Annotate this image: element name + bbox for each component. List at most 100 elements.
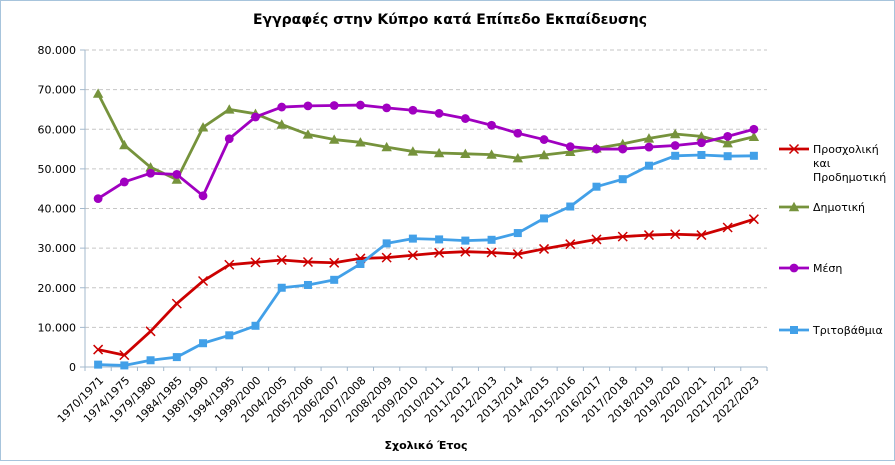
x-marker <box>434 247 445 258</box>
legend-item-0: Προσχολική και Προδημοτική <box>779 143 886 184</box>
triangle-marker <box>433 147 445 158</box>
square-marker <box>461 236 470 245</box>
square-marker <box>225 331 234 340</box>
circle-marker <box>789 263 799 273</box>
square-marker <box>277 283 286 292</box>
square-marker <box>382 239 391 248</box>
square-marker <box>513 229 522 238</box>
triangle-marker <box>538 149 550 160</box>
circle-marker <box>93 194 103 203</box>
y-axis-tick-label: 30.000 <box>38 242 77 255</box>
x-marker <box>381 252 392 263</box>
square-marker <box>251 321 260 330</box>
triangle-marker <box>407 146 419 156</box>
x-marker <box>539 243 550 254</box>
circle-marker <box>382 103 392 113</box>
circle-marker <box>749 124 759 134</box>
x-marker <box>512 249 523 260</box>
circle-marker <box>644 142 654 152</box>
series-group <box>92 88 760 370</box>
square-marker <box>303 280 312 289</box>
x-marker <box>748 214 759 225</box>
triangle-marker <box>486 149 497 159</box>
series-line-1 <box>96 92 755 181</box>
circle-marker <box>224 134 234 144</box>
triangle-marker <box>669 128 681 139</box>
triangle-marker <box>696 131 707 141</box>
x-marker <box>460 246 471 257</box>
square-marker <box>199 339 208 348</box>
square-marker <box>540 214 549 223</box>
y-axis-tick-label: 40.000 <box>38 203 77 216</box>
axes-group <box>80 49 768 371</box>
y-axis-labels-group: 0 10.000 20.000 30.000 40.000 50.000 60.000 70.… <box>38 44 77 374</box>
square-marker <box>618 175 627 184</box>
x-marker <box>171 298 182 309</box>
circle-marker <box>172 170 182 179</box>
x-marker <box>93 344 104 355</box>
x-marker <box>670 229 681 240</box>
chart-title: Εγγραφές στην Κύπρο κατά Επίπεδο Εκπαίδε… <box>253 12 647 28</box>
triangle-marker <box>92 88 104 98</box>
legend-group: Προσχολική και Προδημοτική Δημοτική Μέση Τριτ… <box>779 143 886 337</box>
circle-marker <box>251 112 260 122</box>
triangle-marker <box>276 119 287 129</box>
circle-marker <box>408 105 418 115</box>
y-axis-tick-label: 80.000 <box>38 44 77 57</box>
x-marker <box>119 350 130 361</box>
square-marker <box>671 151 680 160</box>
circle-marker <box>697 138 706 148</box>
triangle-marker <box>145 162 156 172</box>
circle-marker <box>198 191 208 201</box>
x-marker <box>250 257 261 268</box>
circle-marker <box>723 131 733 141</box>
circle-marker <box>146 168 155 178</box>
circle-marker <box>565 142 575 152</box>
y-axis-tick-label: 70.000 <box>38 84 77 97</box>
x-marker <box>565 239 576 250</box>
series-line-3 <box>98 153 754 367</box>
triangle-marker <box>302 129 314 139</box>
x-marker <box>486 247 497 258</box>
square-marker <box>749 151 758 160</box>
legend-label: Μέση <box>813 262 842 275</box>
triangle-marker <box>381 141 392 152</box>
x-marker <box>591 234 602 245</box>
triangle-marker <box>355 137 366 147</box>
triangle-marker <box>460 148 471 159</box>
circle-marker <box>460 114 470 123</box>
y-axis-tick-label: 10.000 <box>38 321 77 334</box>
legend-label: Τριτοβάθμια <box>812 324 883 337</box>
triangle-marker <box>171 174 183 184</box>
triangle-marker <box>643 133 655 143</box>
legend-item-2: Μέση <box>779 262 842 275</box>
circle-marker <box>277 102 287 112</box>
circle-marker <box>513 128 523 138</box>
square-marker <box>697 151 706 160</box>
square-marker <box>592 182 601 191</box>
triangle-marker <box>722 137 733 148</box>
triangle-marker <box>748 131 760 141</box>
square-marker <box>435 235 444 244</box>
x-axis-title: Σχολικό Έτος <box>384 439 467 452</box>
square-marker <box>172 353 181 362</box>
series-2 <box>93 100 759 203</box>
series-3 <box>94 151 758 370</box>
x-marker <box>224 259 235 270</box>
triangle-marker <box>565 146 576 157</box>
circle-marker <box>539 135 549 144</box>
square-marker <box>723 152 732 161</box>
circle-marker <box>670 141 680 150</box>
square-marker <box>644 161 653 170</box>
y-axis-tick-label: 50.000 <box>38 163 77 176</box>
x-marker <box>276 254 287 266</box>
circle-marker <box>329 101 339 110</box>
square-marker <box>356 259 365 268</box>
square-marker <box>566 202 575 211</box>
legend-item-1: Δημοτική <box>779 201 865 214</box>
square-marker <box>487 235 496 244</box>
square-marker <box>790 326 798 334</box>
x-marker <box>696 230 707 241</box>
